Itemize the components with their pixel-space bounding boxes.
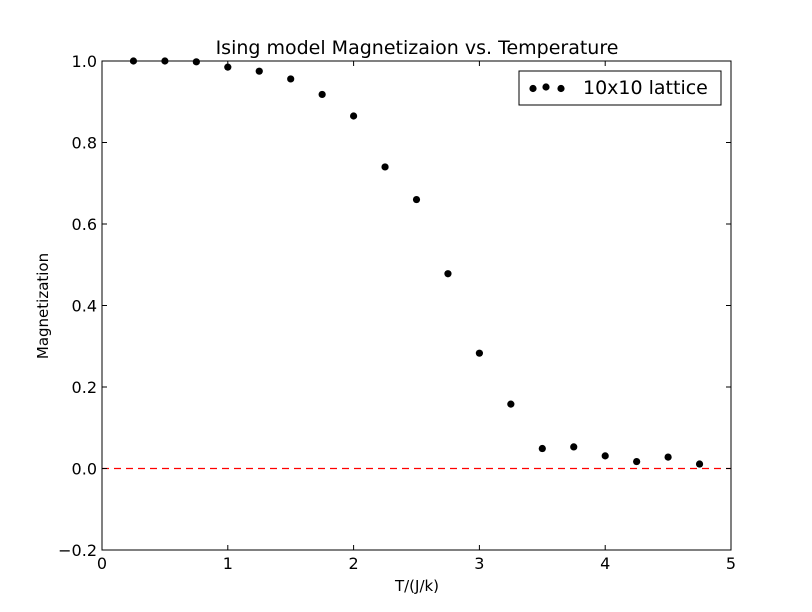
legend-marker (557, 84, 565, 93)
data-point (224, 63, 232, 71)
data-point (192, 58, 200, 66)
chart-title: Ising model Magnetizaion vs. Temperature (216, 37, 619, 59)
y-tick-label: −0.2 (58, 541, 97, 560)
data-point (350, 112, 358, 120)
data-point (695, 460, 704, 468)
data-point (444, 270, 452, 278)
y-tick-label: 1.0 (72, 52, 97, 71)
x-tick-label: 5 (726, 554, 736, 573)
y-axis-label: Magnetization (34, 253, 52, 359)
x-tick-label: 3 (474, 554, 484, 573)
data-point (287, 75, 295, 83)
data-point (255, 67, 263, 75)
y-tick-label: 0.4 (72, 297, 97, 316)
legend-box (518, 70, 722, 106)
y-axis-ticks: −0.2 0.0 0.2 0.4 0.6 0.8 1.0 (58, 52, 731, 560)
legend: 10x10 lattice (518, 70, 722, 106)
legend-marker (529, 84, 537, 93)
y-tick-label: 0.6 (72, 215, 97, 234)
x-axis-label: T/(J/k) (394, 577, 439, 595)
data-point (570, 443, 578, 451)
y-tick-label: 0.0 (72, 460, 97, 479)
legend-marker (542, 83, 550, 91)
data-point (633, 457, 641, 466)
data-point (381, 163, 389, 171)
y-tick-label: 0.2 (72, 378, 97, 397)
data-point (412, 195, 421, 204)
x-tick-label: 4 (600, 554, 610, 573)
x-tick-label: 0 (97, 554, 107, 573)
x-tick-label: 1 (223, 554, 233, 573)
x-axis-ticks: 0 1 2 3 4 5 (97, 61, 736, 573)
y-tick-label: 0.8 (72, 134, 97, 153)
plot-area: 0 1 2 3 4 5 −0.2 0.0 0.2 0.4 0.6 0.8 1.0 (58, 52, 736, 573)
data-point (318, 90, 326, 99)
plot-frame (102, 61, 731, 550)
data-point (507, 400, 515, 408)
data-point (538, 444, 546, 453)
data-point (475, 349, 483, 357)
legend-label: 10x10 lattice (583, 77, 708, 99)
data-point (601, 452, 609, 460)
x-tick-label: 2 (349, 554, 359, 573)
data-point (664, 453, 672, 461)
